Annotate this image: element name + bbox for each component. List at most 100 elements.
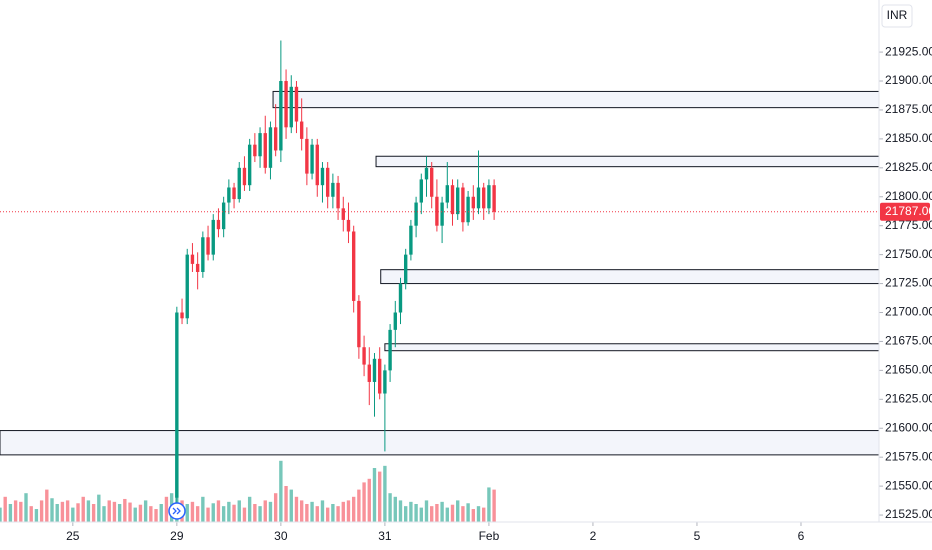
volume-bar (435, 504, 439, 522)
volume-bar (138, 504, 143, 522)
volume-bar (393, 496, 397, 522)
candle-body (247, 144, 252, 186)
volume-bar (273, 493, 278, 522)
y-tick-label: 21625.00 (885, 391, 932, 405)
x-tick-label: 30 (274, 529, 288, 543)
volume-bar (289, 489, 293, 522)
volume-bar (117, 504, 122, 522)
candle-body (263, 133, 267, 168)
candle-body (409, 225, 413, 255)
volume-bar (253, 504, 257, 522)
x-tick-label: 6 (798, 529, 805, 543)
volume-bar (71, 507, 75, 522)
volume-bar (424, 500, 429, 522)
volume-bar (461, 506, 465, 522)
volume-bar (24, 493, 28, 522)
volume-bar (315, 506, 319, 522)
candle-body (294, 86, 299, 122)
candle-body (445, 185, 449, 203)
candle-body (273, 127, 278, 151)
volume-bar (8, 504, 13, 522)
candle-body (310, 144, 314, 174)
volume-bar (154, 509, 158, 522)
zone (0, 430, 880, 456)
x-tick-label: 25 (66, 529, 80, 543)
candle-body (341, 208, 345, 220)
volume-bar (201, 496, 205, 522)
candle-body (450, 185, 455, 215)
y-tick-label: 21575.00 (885, 449, 932, 463)
volume-bar (81, 496, 85, 522)
volume-bar (367, 478, 371, 522)
volume-bar (39, 500, 44, 522)
y-tick-label: 21900.00 (885, 73, 932, 87)
candle-body (242, 167, 247, 186)
volume-bar (445, 507, 449, 522)
volume-bar (357, 489, 361, 522)
currency-box[interactable] (881, 4, 913, 28)
x-tick-label: Feb (479, 529, 500, 543)
volume-bar (143, 500, 148, 522)
volume-bar (65, 500, 70, 522)
event-icon[interactable] (168, 502, 186, 520)
volume-bar (227, 501, 231, 522)
y-tick-label: 21825.00 (885, 160, 932, 174)
volume-bar (482, 507, 486, 522)
volume-bar (404, 506, 408, 522)
candle-body (398, 283, 403, 313)
candle-body (315, 144, 319, 186)
candle-body (456, 187, 460, 215)
volume-bar (450, 504, 455, 522)
y-tick-label: 21850.00 (885, 131, 932, 145)
event-icon-glyph (172, 507, 181, 515)
zone (380, 269, 880, 285)
x-tick-label: 31 (378, 529, 392, 543)
volume-bar (419, 507, 423, 522)
y-tick-label: 21925.00 (885, 44, 932, 58)
volume-bar (351, 496, 356, 522)
volume-bar (331, 504, 335, 522)
candle-body (367, 364, 371, 382)
volume-bar (13, 500, 18, 522)
candle-body (377, 358, 382, 394)
x-tick-label: 29 (170, 529, 184, 543)
candle-body (211, 219, 215, 255)
candle-body (216, 219, 221, 230)
volume-bar (336, 506, 340, 522)
candle-body (232, 187, 236, 200)
candle-body (336, 182, 340, 209)
candle-body (461, 187, 465, 223)
y-tick-label: 21800.00 (885, 189, 932, 203)
candle-body (299, 121, 304, 139)
candle-body (424, 167, 429, 180)
volume-bar (34, 509, 39, 522)
volume-bar (128, 502, 132, 522)
volume-bar (305, 504, 309, 522)
volume-bar (123, 498, 127, 522)
candle-body (482, 187, 486, 209)
candle-body (362, 347, 366, 365)
volume-bar (279, 460, 283, 522)
volume-bar (3, 496, 7, 522)
volume-bar (346, 500, 351, 522)
volume-bar (258, 506, 262, 522)
candle-body (404, 254, 408, 284)
candle-body (440, 202, 444, 226)
candle-body (195, 263, 200, 272)
volume-bar (325, 507, 330, 522)
volume-bar (310, 501, 314, 522)
volume-bar (242, 507, 247, 522)
candle-body (258, 133, 262, 157)
volume-bar (341, 501, 345, 522)
volume-bar (86, 500, 91, 522)
candle-body (471, 196, 475, 209)
volume-bar (320, 500, 325, 522)
candle-body (466, 196, 470, 223)
candle-body (383, 370, 387, 394)
volume-bar (476, 506, 481, 522)
candle-body (393, 312, 397, 330)
y-tick-label: 21725.00 (885, 276, 932, 290)
candle-body (492, 185, 496, 212)
candle-body (180, 312, 184, 319)
candle-body (185, 254, 189, 319)
